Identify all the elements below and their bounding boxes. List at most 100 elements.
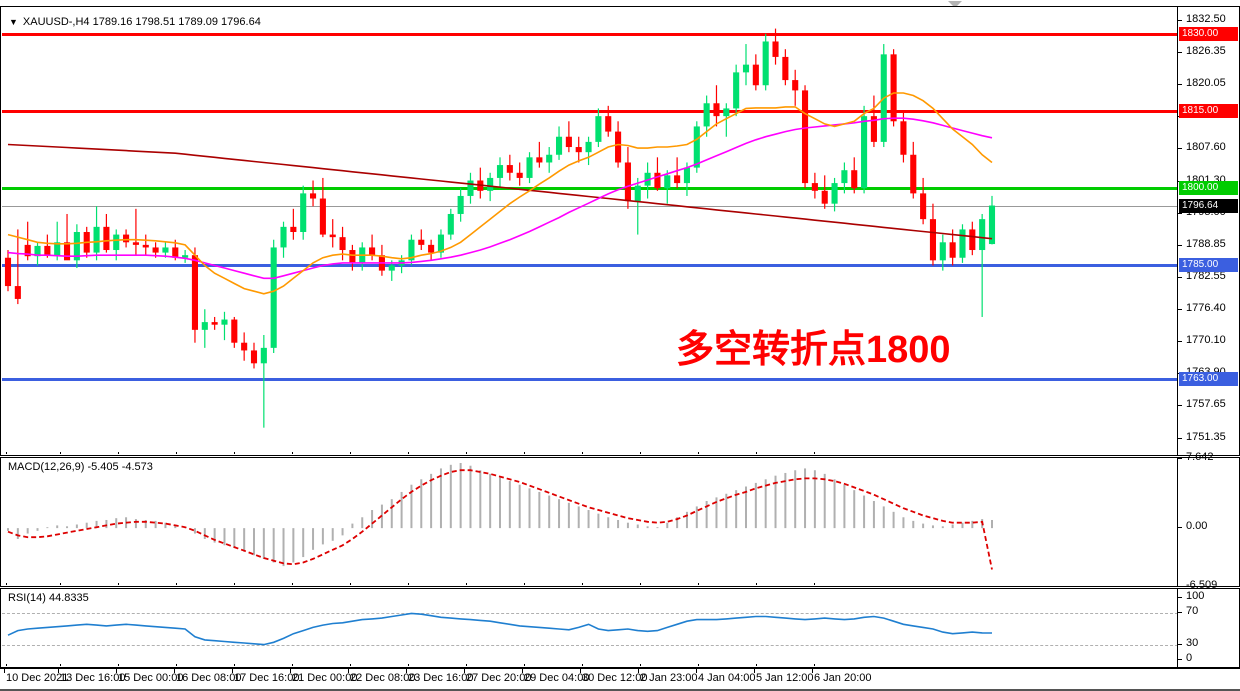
candle-body [615,131,622,163]
candle-body [280,226,287,248]
pane-bottom-tick [582,664,583,666]
pane-bottom-tick [640,664,641,666]
price-pane[interactable]: 1832.501826.351820.051813.751807.601801.… [0,6,1240,456]
pane-bottom-tick [814,452,815,454]
symbol-info-bar[interactable]: ▼ XAUUSD-,H4 1789.16 1798.51 1789.09 1796… [9,16,261,28]
level-line-resistance-1830[interactable] [2,32,1178,36]
candle-body [585,141,592,153]
pane-bottom-tick [524,583,525,585]
candle-body [870,116,877,142]
pane-bottom-tick [118,452,119,454]
price-tag-support-1785[interactable]: 1785.00 [1179,258,1238,273]
pane-bottom-tick [756,583,757,585]
rsi-band-30 [2,644,1178,646]
time-axis-tick-mark [754,669,755,673]
candle-body [44,245,51,256]
price-axis-tick: 1770.10 [1178,334,1226,346]
level-line-support-1763[interactable] [2,377,1178,381]
candle-body [536,157,543,163]
time-axis-tick-mark [812,669,813,673]
candle-body [123,234,130,243]
time-axis-tick-mark [58,669,59,673]
pane-bottom-tick [524,452,525,454]
ma-slow-line [7,143,993,240]
macd-series-svg [7,462,993,570]
price-tag-resistance-1830[interactable]: 1830.00 [1179,26,1238,41]
candle-body [14,286,21,299]
time-axis-tick-mark [696,669,697,673]
rsi-series-svg [7,612,993,646]
time-axis-tick: 13 Dec 16:00 [60,672,126,684]
candle-body [339,237,346,251]
level-line-current-price[interactable] [2,205,1178,207]
pane-bottom-tick [582,583,583,585]
macd-plot-area[interactable] [2,459,1178,585]
time-axis-tick-mark [232,669,233,673]
price-tag-resistance-1815[interactable]: 1815.00 [1179,103,1238,118]
candle-body [319,198,326,235]
price-axis[interactable]: 1832.501826.351820.051813.751807.601801.… [1177,7,1239,455]
macd-label: MACD(12,26,9) -5.405 -4.573 [8,461,153,473]
candle-body [201,322,208,330]
macd-axis[interactable]: 7.642 0.00 -6.509 [1177,451,1239,591]
pane-bottom-tick [292,452,293,454]
pane-bottom-tick [756,452,757,454]
macd-pane[interactable]: 7.642 0.00 -6.509 MACD(12,26,9) -5.405 -4.… [0,451,1240,591]
candle-body [93,226,100,253]
rsi-label: RSI(14) 44.8335 [8,592,89,604]
price-axis-tick: 1782.55 [1178,270,1226,282]
candle-body [979,219,986,251]
time-axis-tick-mark [580,669,581,673]
pane-bottom-tick [466,664,467,666]
candle-body [270,247,277,348]
rsi-axis-tick: 30 [1178,637,1198,649]
candle-body [369,247,376,256]
time-axis-tick: 17 Dec 16:00 [234,672,300,684]
candle-body [152,247,159,253]
candle-body [63,242,71,261]
time-axis-tick: 27 Dec 20:00 [466,672,532,684]
time-axis[interactable]: 10 Dec 2021 13 Dec 16:00 15 Dec 00:00 16 De… [0,668,1240,691]
candle-body [172,247,179,258]
candle-body [309,193,317,199]
pane-bottom-tick [234,583,235,585]
symbol-ohlc-text: XAUUSD-,H4 1789.16 1798.51 1789.09 1796.… [22,16,261,28]
candle-body [801,90,809,184]
candle-body [487,177,494,191]
candle-body [861,116,868,189]
rsi-axis[interactable]: 100 70 30 0 [1177,589,1239,667]
candle-body [24,244,31,257]
candle-body [683,167,691,184]
price-axis-tick: 1820.05 [1178,77,1226,89]
price-tag-support-1763[interactable]: 1763.00 [1179,371,1238,386]
price-plot-area[interactable] [2,8,1178,454]
level-line-support-1785[interactable] [2,264,1178,268]
pane-bottom-tick [640,583,641,585]
pane-bottom-tick [176,583,177,585]
level-line-pivot-1800[interactable] [2,187,1178,191]
candle-body [241,342,248,351]
candle-body [920,193,927,220]
pane-bottom-tick [234,664,235,666]
candle-body [565,136,572,148]
candle-body [575,147,582,153]
macd-axis-tick: 0.00 [1178,520,1207,532]
pane-bottom-tick [640,452,641,454]
price-axis-tick: 1807.60 [1178,141,1226,153]
time-axis-tick: 30 Dec 12:00 [582,672,648,684]
pane-bottom-tick [698,664,699,666]
price-tag-current-price[interactable]: 1796.64 [1179,198,1238,213]
pane-bottom-tick [408,452,409,454]
candle-body [34,245,41,257]
candle-body [437,234,445,253]
price-tag-pivot-1800[interactable]: 1800.00 [1179,181,1238,196]
candle-body [664,175,671,189]
level-line-resistance-1815[interactable] [2,109,1178,113]
rsi-pane[interactable]: 100 70 30 0 RSI(14) 44.8335 [0,588,1240,668]
candle-body [654,172,661,189]
rsi-plot-area[interactable] [2,590,1178,666]
candle-body [300,193,307,232]
pane-bottom-tick [60,583,61,585]
chevron-down-icon[interactable]: ▼ [9,17,18,28]
candle-body [595,116,602,142]
